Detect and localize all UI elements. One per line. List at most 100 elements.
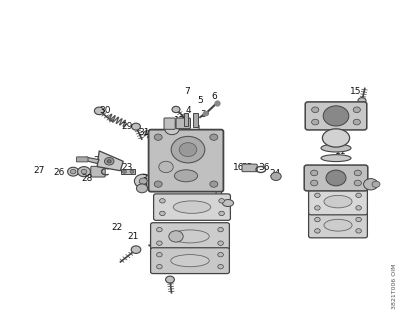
Circle shape	[122, 170, 126, 173]
Ellipse shape	[321, 155, 351, 162]
Circle shape	[218, 253, 223, 257]
Circle shape	[314, 217, 320, 222]
FancyBboxPatch shape	[149, 130, 223, 192]
Text: 9: 9	[347, 194, 353, 203]
Text: 12: 12	[174, 116, 185, 125]
Circle shape	[314, 193, 320, 198]
Text: 30: 30	[99, 106, 110, 115]
Text: 15: 15	[350, 88, 362, 96]
Circle shape	[165, 123, 179, 135]
Circle shape	[172, 106, 180, 112]
Circle shape	[354, 170, 362, 176]
Text: 25: 25	[94, 156, 105, 165]
Ellipse shape	[173, 201, 211, 213]
Bar	[184, 113, 188, 126]
FancyBboxPatch shape	[309, 213, 367, 238]
Text: 33: 33	[142, 175, 153, 183]
Text: 18: 18	[214, 225, 225, 234]
Circle shape	[157, 265, 162, 269]
Text: 32: 32	[151, 138, 162, 147]
FancyBboxPatch shape	[154, 194, 230, 220]
Ellipse shape	[222, 200, 234, 207]
Circle shape	[68, 167, 79, 176]
Circle shape	[326, 170, 346, 186]
Ellipse shape	[321, 144, 351, 152]
Circle shape	[154, 134, 162, 140]
Circle shape	[179, 143, 197, 157]
Text: 6: 6	[211, 92, 217, 100]
FancyBboxPatch shape	[76, 157, 88, 162]
Text: 16: 16	[234, 163, 245, 172]
Text: 7: 7	[184, 87, 190, 96]
Circle shape	[310, 170, 318, 176]
Text: 3821T006 OIM: 3821T006 OIM	[392, 263, 396, 309]
Text: 21: 21	[127, 232, 138, 241]
Circle shape	[353, 119, 360, 125]
Text: 29: 29	[122, 122, 133, 131]
Circle shape	[218, 265, 223, 269]
Circle shape	[210, 134, 218, 140]
Circle shape	[94, 107, 104, 115]
Text: 35: 35	[242, 163, 253, 172]
Circle shape	[356, 193, 362, 198]
Text: 27: 27	[34, 166, 45, 175]
Circle shape	[70, 169, 76, 174]
Circle shape	[171, 136, 205, 163]
Circle shape	[160, 199, 165, 203]
Circle shape	[166, 276, 174, 283]
Circle shape	[132, 123, 140, 130]
Circle shape	[310, 180, 318, 186]
Circle shape	[271, 172, 281, 180]
Text: 5: 5	[197, 96, 203, 105]
Circle shape	[312, 119, 319, 125]
Ellipse shape	[171, 230, 209, 243]
Circle shape	[353, 107, 360, 113]
Circle shape	[131, 246, 141, 253]
Circle shape	[169, 231, 183, 242]
Circle shape	[356, 217, 362, 222]
Circle shape	[160, 211, 165, 215]
FancyBboxPatch shape	[242, 164, 257, 172]
Text: 17: 17	[214, 190, 225, 199]
Circle shape	[358, 98, 366, 104]
Ellipse shape	[171, 255, 209, 267]
Text: 11: 11	[335, 147, 346, 156]
Polygon shape	[84, 157, 99, 163]
Circle shape	[323, 106, 349, 126]
Text: 31: 31	[138, 129, 150, 137]
Ellipse shape	[322, 129, 350, 147]
Circle shape	[154, 181, 162, 187]
Text: 3: 3	[200, 110, 206, 118]
Text: 20: 20	[167, 263, 178, 272]
Text: 26: 26	[54, 168, 65, 177]
Circle shape	[356, 206, 362, 210]
Text: 2: 2	[185, 119, 191, 128]
Circle shape	[134, 174, 152, 188]
Text: 19: 19	[214, 244, 225, 253]
Text: 13: 13	[335, 130, 346, 139]
Bar	[193, 112, 198, 127]
FancyBboxPatch shape	[151, 223, 230, 250]
Text: 1: 1	[196, 125, 202, 134]
Circle shape	[219, 199, 224, 203]
Circle shape	[155, 139, 163, 145]
Text: 34: 34	[138, 182, 149, 191]
Circle shape	[104, 158, 114, 165]
Text: 8: 8	[348, 222, 354, 231]
Circle shape	[136, 184, 148, 193]
FancyBboxPatch shape	[305, 102, 367, 130]
Circle shape	[354, 180, 362, 186]
Polygon shape	[121, 169, 135, 174]
Ellipse shape	[174, 170, 198, 182]
FancyBboxPatch shape	[151, 248, 230, 273]
Circle shape	[218, 241, 223, 245]
Circle shape	[314, 229, 320, 233]
Circle shape	[157, 227, 162, 232]
Circle shape	[219, 211, 224, 215]
FancyBboxPatch shape	[309, 188, 367, 215]
Circle shape	[130, 170, 134, 173]
Circle shape	[157, 241, 162, 245]
Text: 14: 14	[342, 103, 353, 112]
Ellipse shape	[324, 219, 352, 231]
Circle shape	[78, 167, 90, 177]
